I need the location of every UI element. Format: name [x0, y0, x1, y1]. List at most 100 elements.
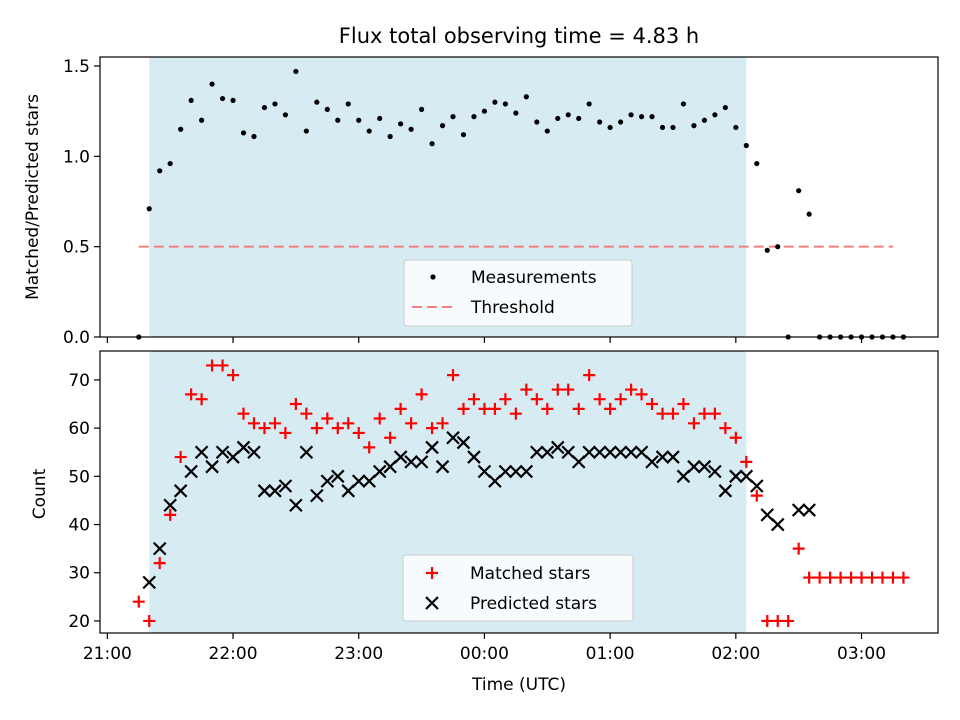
- measurement-point: [282, 112, 289, 118]
- matched-star-point: [708, 407, 721, 420]
- measurement-point: [481, 108, 488, 114]
- predicted-star-point: [498, 464, 513, 479]
- matched-star-point: [562, 383, 575, 396]
- measurement-point: [387, 133, 393, 140]
- measurement-point: [576, 115, 582, 122]
- measurement-point: [178, 126, 184, 132]
- legend-measurements-label: Measurements: [471, 268, 597, 288]
- predicted-star-point: [268, 484, 282, 498]
- measurement-point: [199, 117, 205, 123]
- matched-star-point: [866, 571, 879, 584]
- legend-predicted-marker: [425, 596, 439, 610]
- legend-predicted-label: Predicted stars: [470, 594, 597, 614]
- x-axis-label: Time (UTC): [471, 675, 566, 695]
- predicted-star-point: [446, 430, 460, 445]
- matched-star-point: [384, 431, 397, 444]
- measurement-point: [418, 106, 425, 112]
- predicted-star-point: [750, 479, 764, 493]
- matched-star-point: [635, 388, 648, 401]
- matched-star-point: [687, 417, 700, 430]
- matched-star-point: [467, 393, 480, 406]
- top-panel-frame: [99, 56, 939, 338]
- x-tick-label: 03:00: [837, 644, 886, 664]
- matched-star-point: [509, 407, 522, 420]
- measurement-point: [775, 244, 781, 250]
- x-tick-label: 21:00: [83, 644, 132, 664]
- measurement-point: [565, 112, 571, 118]
- top-x-ticks: [106, 337, 863, 343]
- matched-star-point: [604, 402, 617, 415]
- legend-threshold-label: Threshold: [470, 298, 555, 318]
- predicted-star-point: [561, 445, 576, 460]
- measurement-point: [293, 68, 299, 75]
- matched-star-point: [488, 402, 501, 415]
- matched-star-point: [289, 398, 302, 411]
- predicted-star-point: [310, 488, 324, 503]
- matched-star-point: [729, 431, 742, 444]
- predicted-star-point: [550, 440, 565, 455]
- measurement-point: [460, 132, 467, 138]
- predicted-star-point: [760, 508, 775, 522]
- predicted-star-point: [718, 484, 733, 498]
- matched-star-point: [394, 402, 407, 415]
- matched-star-point: [363, 441, 376, 454]
- matched-star-point: [258, 422, 271, 435]
- measurement-point: [439, 123, 446, 129]
- bottom-y-ticks: 20 30 40 50 60 70: [68, 371, 100, 632]
- top-panel: 0.0 0.5 1.0 1.5 Matched/Predicted stars Mea…: [23, 56, 939, 348]
- matched-star-point: [195, 393, 208, 406]
- predicted-star-point: [519, 464, 534, 479]
- matched-star-point: [614, 393, 627, 406]
- predicted-star-point: [393, 450, 408, 464]
- matched-star-point: [593, 393, 606, 406]
- top-y-ticks: 0.0 0.5 1.0 1.5: [63, 57, 100, 348]
- top-legend-box: [403, 259, 633, 327]
- legend-matched-label: Matched stars: [470, 564, 590, 584]
- measurement-point: [659, 124, 666, 131]
- measurement-point: [324, 106, 330, 112]
- matched-star-point: [478, 402, 491, 415]
- matched-star-point: [813, 571, 826, 584]
- predicted-star-point: [791, 503, 806, 517]
- matched-star-point: [897, 571, 910, 584]
- predicted-star-point: [163, 498, 177, 513]
- measurement-point: [618, 119, 624, 125]
- predicted-star-point: [205, 459, 219, 474]
- measurement-point: [796, 188, 802, 194]
- measurement-point: [764, 247, 770, 253]
- matched-star-point: [436, 417, 449, 430]
- legend-measurements-marker: [430, 274, 436, 280]
- predicted-star-point: [425, 440, 439, 455]
- measurement-point: [209, 81, 215, 87]
- predicted-star-point: [613, 445, 628, 460]
- bottom-panel-frame: [99, 350, 939, 634]
- measurement-point: [670, 124, 676, 131]
- predicted-star-point: [634, 445, 649, 460]
- measurement-point: [471, 114, 477, 120]
- y-tick-label: 0.5: [63, 238, 90, 258]
- predicted-star-point: [331, 469, 345, 484]
- matched-star-point: [457, 402, 470, 415]
- measurement-point: [219, 95, 226, 102]
- legend-matched-marker: [426, 567, 438, 579]
- y-tick-label: 0.0: [63, 328, 90, 348]
- measurement-point: [366, 128, 372, 134]
- matched-star-point: [886, 571, 899, 584]
- measurement-point: [534, 119, 540, 125]
- matched-star-point: [373, 412, 386, 425]
- measurement-point: [335, 117, 341, 123]
- predicted-star-point: [592, 445, 607, 460]
- matched-star-point: [530, 393, 543, 406]
- predicted-star-point: [194, 445, 209, 460]
- measurement-point: [157, 168, 163, 174]
- predicted-star-point: [666, 450, 680, 464]
- matched-star-point: [426, 422, 439, 435]
- y-tick-label: 50: [68, 467, 90, 487]
- predicted-star-point: [152, 541, 167, 556]
- matched-star-point: [750, 489, 763, 502]
- measurement-point: [377, 115, 383, 122]
- matched-star-point: [583, 369, 596, 382]
- measurement-point: [628, 112, 634, 118]
- x-tick-label: 00:00: [460, 644, 509, 664]
- measurement-point: [230, 97, 236, 103]
